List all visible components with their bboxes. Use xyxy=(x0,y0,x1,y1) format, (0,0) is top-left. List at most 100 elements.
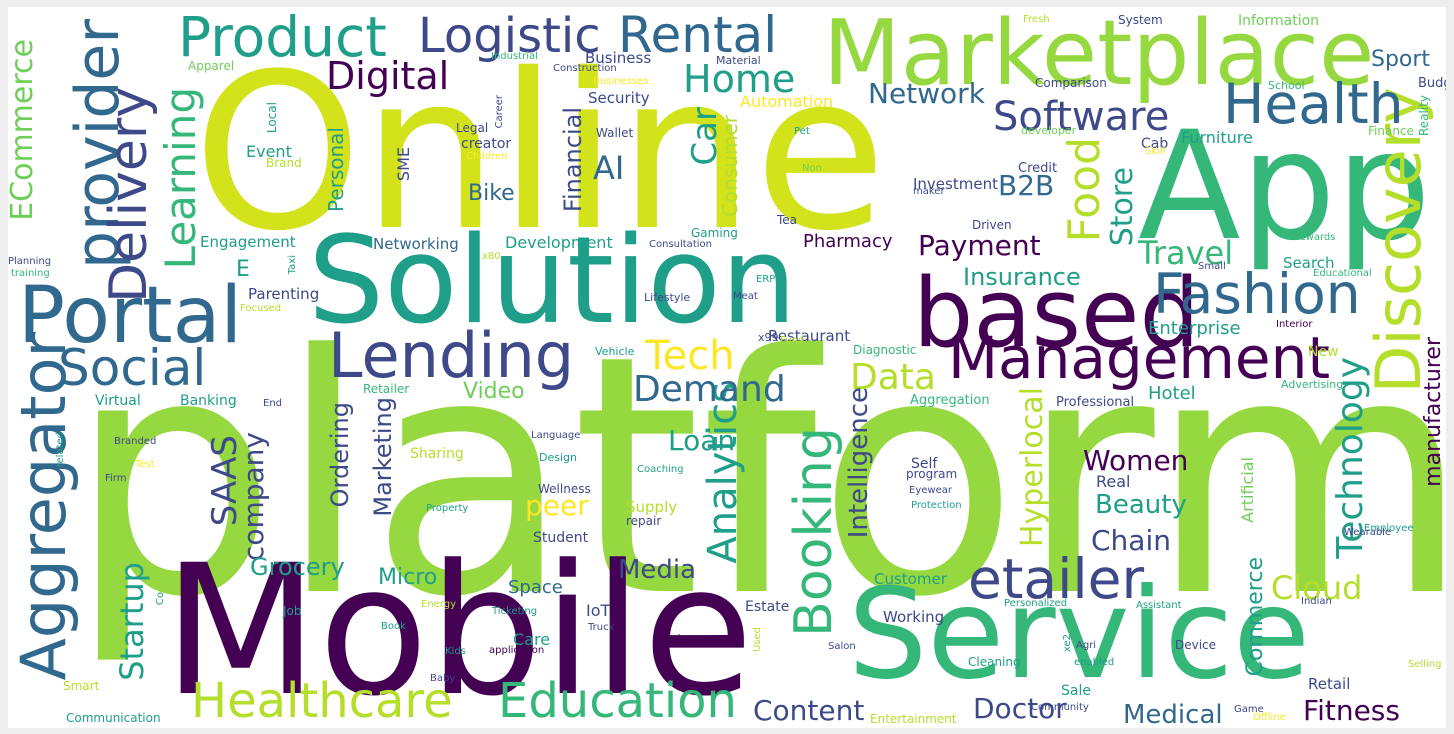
word-consultation: Consultation xyxy=(649,239,712,250)
word-kids: Kids xyxy=(445,646,466,657)
word-loan: Loan xyxy=(668,424,736,457)
word-taxi: Taxi xyxy=(287,255,298,275)
word-game: Game xyxy=(1234,704,1264,715)
word-rental: Rental xyxy=(618,7,778,64)
word-assistant: Assistant xyxy=(1136,600,1182,611)
word-self: Self xyxy=(911,456,938,472)
word-doctor: Doctor xyxy=(973,692,1067,725)
word-insurance: Insurance xyxy=(963,263,1081,291)
word-end: End xyxy=(263,398,283,409)
word-cloud: platform Online Mobile Service App Solution Ma… xyxy=(8,7,1446,728)
word-pet: Pet xyxy=(794,126,810,137)
word-community: Community xyxy=(1031,702,1089,713)
word-test: Test xyxy=(135,459,155,470)
word-indian: Indian xyxy=(1301,596,1332,607)
word-sale: Sale xyxy=(1061,683,1091,699)
word-mobile: Mobile xyxy=(163,527,754,728)
word-hotel: Hotel xyxy=(1148,383,1196,404)
word-cleaning: Cleaning xyxy=(968,655,1021,669)
word-medical: Medical xyxy=(1123,700,1223,728)
word-banking: Banking xyxy=(180,393,237,409)
word-construction: Construction xyxy=(553,63,617,74)
word-manufacturer: manufacturer xyxy=(1421,337,1446,487)
word-platform: platform xyxy=(68,285,1446,669)
word-salon: Salon xyxy=(828,641,856,652)
word-property: Property xyxy=(426,503,469,514)
word-portal: Portal xyxy=(18,271,243,361)
word-product: Product xyxy=(178,7,387,69)
word-device: Device xyxy=(1175,638,1217,652)
word-peer: peer xyxy=(525,489,589,522)
word-non: Non xyxy=(802,163,822,174)
word-furniture: Furniture xyxy=(1181,128,1253,147)
word-credit: Credit xyxy=(1018,161,1058,176)
word-private: Private xyxy=(653,633,688,644)
word-budget: Budget xyxy=(1418,76,1446,91)
word-management: Management xyxy=(948,324,1331,392)
word-b2b: B2B xyxy=(998,169,1055,202)
word-offline: Offline xyxy=(1253,712,1286,723)
word-commerce: Commerce xyxy=(1243,557,1268,677)
word-career: Career xyxy=(494,95,505,129)
word-wearable: Wearable xyxy=(1344,527,1392,538)
word-communication: Communication xyxy=(66,711,161,725)
word-book: Book xyxy=(381,621,406,632)
word-security: Security xyxy=(588,89,650,107)
word-lending: Lending xyxy=(328,319,575,392)
word-baby: Baby xyxy=(430,673,456,684)
word-ai: AI xyxy=(593,149,625,187)
word-smart: Smart xyxy=(63,679,100,693)
word-engagement: Engagement xyxy=(200,233,296,251)
word-interior: Interior xyxy=(1276,319,1313,330)
word-intelligence: Intelligence xyxy=(844,387,874,539)
word-student: Student xyxy=(533,530,589,546)
word-supply: Supply xyxy=(626,498,678,516)
word-application: application xyxy=(489,645,545,656)
word-rewards: Rewards xyxy=(1293,232,1336,243)
word-healthcare: Healthcare xyxy=(191,673,453,728)
word-etailer: etailer xyxy=(968,547,1145,611)
word-job: Job xyxy=(283,604,302,618)
word-driven: Driven xyxy=(972,218,1012,232)
word-development: Development xyxy=(505,233,613,252)
word-new: New xyxy=(1308,344,1339,360)
word-apparel: Apparel xyxy=(188,59,235,73)
word-retail: Retail xyxy=(1308,675,1351,693)
word-home: Home xyxy=(683,57,796,101)
word-enterprise: Enterprise xyxy=(1148,318,1241,339)
word-system: System xyxy=(1118,13,1163,27)
word-software: Software xyxy=(993,94,1170,140)
word-iot: IoT xyxy=(586,601,611,620)
word-chain: Chain xyxy=(1091,524,1171,557)
word-ecommerce: ECommerce xyxy=(8,39,40,221)
word-booking: Booking xyxy=(784,427,844,637)
word-lifestyle: Lifestyle xyxy=(644,291,691,304)
word-health: Health xyxy=(1223,72,1404,136)
word-business: Business xyxy=(585,49,652,67)
word-local: Local xyxy=(265,102,279,134)
word-program: program xyxy=(906,467,958,481)
word-xe2: xe2 xyxy=(1062,634,1073,653)
word-tea: Tea xyxy=(777,213,798,227)
word-media: Media xyxy=(618,555,697,585)
word-social: Social xyxy=(58,339,207,397)
word-erp: ERP xyxy=(756,274,776,285)
word-personal: Personal xyxy=(324,127,348,213)
word-artificial: Artificial xyxy=(1238,457,1257,523)
word-food: Food xyxy=(1059,137,1110,243)
word-training: training xyxy=(11,268,50,279)
word-agri: Agri xyxy=(1076,640,1097,651)
word-co: Co xyxy=(155,592,166,606)
word-educational: Educational xyxy=(1313,268,1372,279)
word-businesses: Businesses xyxy=(593,76,649,87)
word-planning: Planning xyxy=(8,256,52,267)
word-cloud: Cloud xyxy=(1271,569,1363,607)
word-related: related xyxy=(55,432,66,468)
word-app: App xyxy=(1138,100,1432,274)
word-design: Design xyxy=(539,451,577,464)
word-advertising: Advertising xyxy=(1281,378,1344,391)
word-car: Car xyxy=(685,107,725,166)
word-financial: Financial xyxy=(559,107,587,213)
word-ordering: Ordering xyxy=(326,402,354,508)
word-learning: Learning xyxy=(156,87,205,270)
